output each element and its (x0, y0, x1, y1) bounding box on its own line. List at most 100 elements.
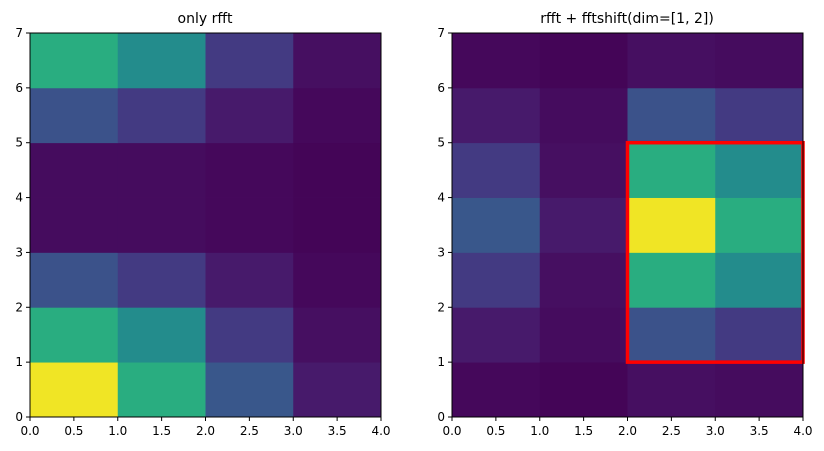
heatmap-cell (627, 87, 716, 144)
heatmap-cell (715, 362, 804, 418)
heatmap-cell (627, 307, 716, 363)
heatmap-cell (205, 362, 294, 418)
x-tick-label: 2.0 (196, 424, 215, 438)
heatmap-cell (715, 197, 804, 253)
heatmap-cell (117, 33, 206, 89)
heatmap-cell (539, 252, 628, 308)
heatmap-cell (715, 252, 804, 308)
y-tick-label: 2 (15, 300, 23, 314)
y-tick-label: 1 (437, 355, 445, 369)
heatmap-cell (117, 307, 206, 363)
heatmap-cell (205, 252, 294, 308)
heatmap-cell (452, 307, 541, 363)
heatmap-cell (627, 362, 716, 418)
heatmap-cell (715, 142, 804, 198)
heatmap-cell (293, 87, 382, 144)
heatmap-panel-left: only rfft 0.0 0.5 1.0 1.5 2.0 2.5 3.0 3.5 4.0 0 1… (15, 11, 390, 438)
heatmap-cell (205, 307, 294, 363)
heatmap-cell (539, 33, 628, 89)
heatmap-cell (452, 142, 541, 198)
x-tick-label: 1.5 (574, 424, 593, 438)
heatmap-cell (205, 87, 294, 144)
x-axis-ticks-left: 0.0 0.5 1.0 1.5 2.0 2.5 3.0 3.5 4.0 (20, 417, 391, 438)
x-tick-label: 2.5 (662, 424, 681, 438)
heatmap-cell (627, 197, 716, 253)
y-tick-label: 5 (15, 136, 23, 150)
x-tick-label: 3.0 (706, 424, 725, 438)
x-axis-ticks-right: 0.0 0.5 1.0 1.5 2.0 2.5 3.0 3.5 4.0 (442, 417, 813, 438)
heatmap-cell (539, 362, 628, 418)
heatmap-cell (452, 362, 541, 418)
heatmap-cell (205, 142, 294, 198)
heatmap-panel-right: rfft + fftshift(dim=[1, 2]) 0.0 0.5 1.0 1.5… (437, 11, 812, 438)
y-tick-label: 3 (437, 245, 445, 259)
y-tick-label: 5 (437, 136, 445, 150)
x-tick-label: 4.0 (793, 424, 812, 438)
y-tick-label: 0 (437, 410, 445, 424)
x-tick-label: 3.5 (328, 424, 347, 438)
y-tick-label: 6 (437, 81, 445, 95)
x-tick-label: 4.0 (371, 424, 390, 438)
x-tick-label: 1.0 (108, 424, 127, 438)
heatmap-cell (30, 252, 119, 308)
heatmap-cell (293, 33, 382, 89)
heatmap-cell (293, 307, 382, 363)
y-tick-label: 4 (15, 191, 23, 205)
heatmap-cell (293, 252, 382, 308)
heatmap-cells-right (452, 33, 804, 418)
heatmap-cell (539, 87, 628, 144)
heatmap-cell (30, 142, 119, 198)
heatmap-cell (452, 252, 541, 308)
heatmap-cell (30, 87, 119, 144)
x-tick-label: 1.5 (152, 424, 171, 438)
heatmap-cell (293, 142, 382, 198)
heatmap-cell (715, 307, 804, 363)
heatmap-cell (627, 252, 716, 308)
heatmap-cell (539, 307, 628, 363)
y-axis-ticks-left: 0 1 2 3 4 5 6 7 (15, 26, 30, 424)
y-tick-label: 7 (15, 26, 23, 40)
heatmap-cells-left (30, 33, 382, 418)
y-tick-label: 0 (15, 410, 23, 424)
heatmap-cell (117, 142, 206, 198)
heatmap-cell (715, 33, 804, 89)
heatmap-cell (293, 362, 382, 418)
heatmap-cell (452, 197, 541, 253)
y-tick-label: 3 (15, 245, 23, 259)
heatmap-cell (452, 33, 541, 89)
x-tick-label: 0.0 (20, 424, 39, 438)
heatmap-cell (117, 252, 206, 308)
heatmap-cell (30, 33, 119, 89)
heatmap-cell (627, 142, 716, 198)
heatmap-cell (205, 33, 294, 89)
heatmap-cell (30, 362, 119, 418)
heatmap-cell (205, 197, 294, 253)
x-tick-label: 2.5 (240, 424, 259, 438)
x-tick-label: 1.0 (530, 424, 549, 438)
heatmap-cell (30, 197, 119, 253)
heatmap-cell (117, 87, 206, 144)
heatmap-cell (452, 87, 541, 144)
heatmap-cell (293, 197, 382, 253)
y-tick-label: 2 (437, 300, 445, 314)
x-tick-label: 2.0 (618, 424, 637, 438)
heatmap-cell (539, 142, 628, 198)
x-tick-label: 3.5 (750, 424, 769, 438)
y-tick-label: 6 (15, 81, 23, 95)
x-tick-label: 0.5 (64, 424, 83, 438)
y-tick-label: 7 (437, 26, 445, 40)
heatmap-cell (627, 33, 716, 89)
y-tick-label: 1 (15, 355, 23, 369)
heatmap-cell (715, 87, 804, 144)
x-tick-label: 0.0 (442, 424, 461, 438)
chart-title-right: rfft + fftshift(dim=[1, 2]) (540, 11, 714, 27)
x-tick-label: 3.0 (284, 424, 303, 438)
heatmap-cell (117, 362, 206, 418)
y-tick-label: 4 (437, 191, 445, 205)
chart-title-left: only rfft (178, 11, 233, 27)
y-axis-ticks-right: 0 1 2 3 4 5 6 7 (437, 26, 452, 424)
heatmap-cell (117, 197, 206, 253)
heatmap-cell (30, 307, 119, 363)
heatmap-cell (539, 197, 628, 253)
